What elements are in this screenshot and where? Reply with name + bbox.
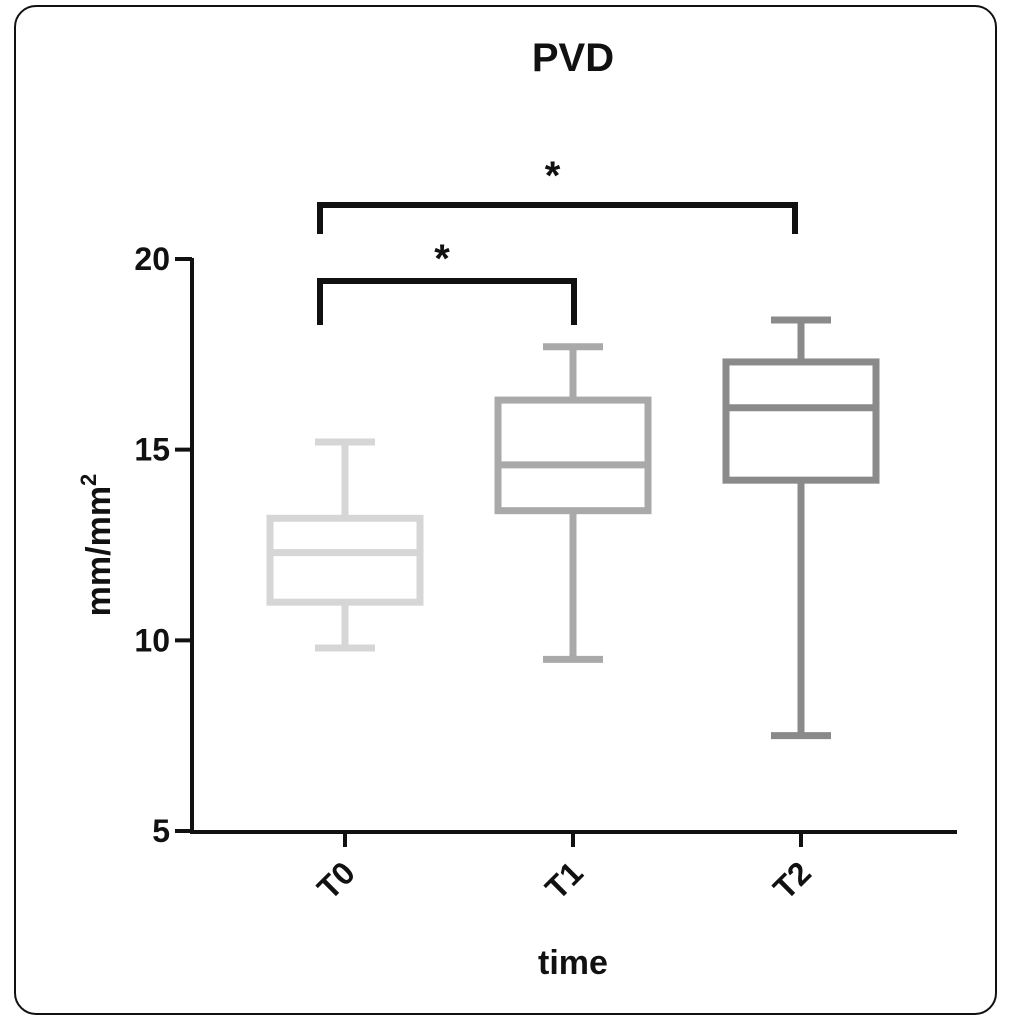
y-tick-label: 15	[134, 432, 170, 468]
y-axis-title-base: mm/mm	[80, 486, 118, 616]
significance-marker: *	[545, 154, 561, 198]
x-axis: T0 T1 T2	[190, 830, 957, 906]
bracket-line	[317, 278, 577, 325]
x-tick-label: T0	[310, 854, 362, 906]
bracket-line	[317, 202, 798, 234]
x-tick-label: T1	[538, 854, 590, 906]
boxes	[266, 316, 880, 740]
x-tick-label: T2	[766, 854, 818, 906]
box-t2	[722, 316, 880, 740]
significance-bracket-t0-t2: *	[317, 154, 798, 234]
significance-marker: *	[434, 237, 450, 281]
y-axis-title-superscript: 2	[76, 474, 101, 486]
iqr-box	[494, 396, 652, 515]
iqr-box	[266, 514, 424, 606]
y-axis-title: mm/mm2	[76, 474, 118, 617]
significance-brackets: **	[317, 154, 798, 325]
iqr-box	[722, 358, 880, 484]
significance-bracket-t0-t1: *	[317, 237, 577, 325]
y-tick-label: 5	[152, 813, 170, 849]
y-tick-label: 10	[134, 622, 170, 658]
x-axis-title: time	[538, 944, 608, 982]
box-t1	[494, 343, 652, 663]
chart-title: PVD	[532, 36, 614, 80]
x-ticks: T0 T1 T2	[310, 831, 818, 906]
y-ticks: 5 10 15 20	[134, 241, 192, 849]
y-tick-label: 20	[134, 241, 170, 277]
y-axis: 5 10 15 20	[134, 241, 194, 849]
box-t0	[266, 438, 424, 652]
